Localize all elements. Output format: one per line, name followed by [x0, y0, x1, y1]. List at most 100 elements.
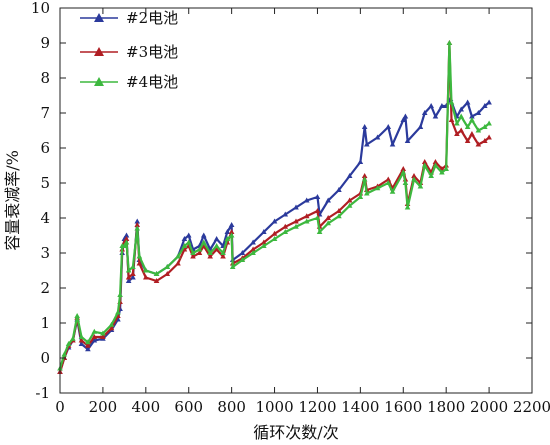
- series-1-point-55: [417, 124, 424, 129]
- series-1-point-46: [357, 159, 364, 164]
- y-tick-label-2: 1: [40, 314, 50, 332]
- legend-marker-3: [94, 77, 104, 86]
- series-3-point-42: [316, 229, 323, 234]
- series-3-point-39: [293, 223, 299, 229]
- y-tick-label-1: 0: [40, 349, 50, 367]
- legend-marker-2: [94, 47, 104, 56]
- x-axis-title: 循环次数/次: [253, 423, 338, 442]
- series-3-point-6: [85, 339, 91, 345]
- series-2-point-59: [432, 159, 439, 164]
- series-3-point-41: [314, 215, 321, 220]
- x-tick-label-3: 600: [174, 398, 203, 416]
- series-2-point-9: [108, 325, 115, 331]
- series-1-point-6: [85, 346, 91, 352]
- series-3-point-31: [224, 236, 231, 241]
- series-2-point-40: [303, 213, 310, 219]
- series-3-point-22: [175, 253, 181, 259]
- series-3-point-51: [389, 188, 396, 194]
- series-3-point-25: [190, 250, 196, 255]
- series-1-point-35: [250, 239, 256, 245]
- series-1-point-17: [134, 218, 141, 224]
- legend-marker-1: [94, 13, 104, 22]
- series-1-point-15: [125, 278, 132, 283]
- series-3-point-57: [421, 162, 428, 168]
- series-3-point-34: [239, 257, 246, 262]
- series-3-point-70: [486, 120, 492, 126]
- series-2-point-69: [482, 138, 488, 143]
- series-3-point-27: [200, 239, 207, 245]
- series-2-point-25: [190, 253, 196, 259]
- series-2-point-45: [346, 197, 353, 203]
- x-tick-label-0: 0: [55, 398, 65, 416]
- series-2-point-22: [175, 260, 181, 266]
- series-2-point-35: [250, 246, 256, 252]
- series-2-point-39: [293, 218, 299, 224]
- series-1-point-58: [432, 113, 439, 119]
- y-tick-label-10: 9: [40, 34, 50, 52]
- series-2-point-30: [220, 253, 226, 259]
- series-1-point-38: [282, 211, 289, 217]
- series-2-point-19: [143, 274, 149, 280]
- series-3-point-62: [446, 40, 453, 45]
- series-1-point-16: [130, 274, 136, 280]
- y-tick-label-4: 3: [40, 244, 50, 262]
- series-3-point-43: [325, 220, 331, 226]
- series-1-point-29: [213, 236, 220, 241]
- series-3-point-46: [357, 194, 364, 199]
- x-tick-label-6: 1200: [298, 398, 336, 416]
- series-1-point-54: [404, 138, 411, 143]
- x-tick-label-1: 200: [89, 398, 118, 416]
- series-3-point-13: [121, 243, 128, 248]
- series-1-point-68: [486, 99, 492, 105]
- series-1-point-24: [185, 232, 192, 238]
- series-2-point-50: [385, 176, 392, 182]
- series-3-point-67: [469, 117, 475, 122]
- series-3-point-2: [65, 341, 72, 346]
- series-3-point-4: [74, 313, 80, 318]
- series-2-point-32: [228, 229, 235, 234]
- series-3-point-18: [136, 253, 143, 259]
- series-1-point-66: [475, 110, 482, 115]
- series-3-point-55: [411, 176, 417, 182]
- series-3-point-47: [361, 176, 368, 182]
- y-tick-label-7: 6: [40, 139, 50, 157]
- series-3-point-58: [428, 173, 434, 178]
- x-tick-label-10: 2000: [470, 398, 508, 416]
- series-2-point-65: [458, 127, 464, 133]
- series-1-point-53: [402, 113, 409, 119]
- series-3-point-28: [207, 250, 213, 255]
- series-1-point-63: [458, 106, 464, 112]
- axis-layer: 0 200 400 600 800 1000 1200 1400 1600 1800 2000 220…: [31, 0, 550, 416]
- x-tick-label-5: 1000: [255, 398, 293, 416]
- series-3-point-11: [117, 292, 123, 297]
- series-3-point-19: [143, 267, 149, 273]
- series-2-point-29: [213, 246, 220, 252]
- series-1-point-57: [428, 103, 434, 108]
- series-3-point-30: [220, 250, 226, 255]
- series-3-point-40: [303, 218, 310, 224]
- series-1-point-43: [325, 197, 331, 203]
- series-1-point-49: [374, 134, 381, 140]
- series-2-point-67: [469, 131, 475, 136]
- series-3-point-66: [464, 124, 471, 129]
- series-1-point-37: [271, 218, 278, 224]
- legend-label-1: #2电池: [126, 9, 178, 27]
- series-2-point-37: [271, 230, 278, 236]
- series-2-point-64: [454, 131, 460, 136]
- series-2-point-14: [123, 236, 130, 241]
- series-2-point-15: [125, 274, 132, 280]
- series-2-point-5: [78, 337, 85, 343]
- series-3-point-50: [385, 180, 392, 185]
- series-3-point-7: [91, 328, 98, 334]
- series-3-point-52: [400, 169, 407, 175]
- series-1-point-34: [239, 250, 246, 255]
- series-2-point-8: [100, 334, 106, 339]
- series-1-point-27: [200, 232, 207, 238]
- series-3-point-32: [228, 232, 235, 238]
- series-1-point-65: [469, 113, 475, 119]
- series-1-point-14: [123, 232, 130, 238]
- series-3-point-59: [432, 162, 439, 168]
- series-2-point-16: [130, 271, 136, 276]
- series-3-point-64: [454, 120, 460, 126]
- x-tick-label-11: 2200: [513, 398, 550, 416]
